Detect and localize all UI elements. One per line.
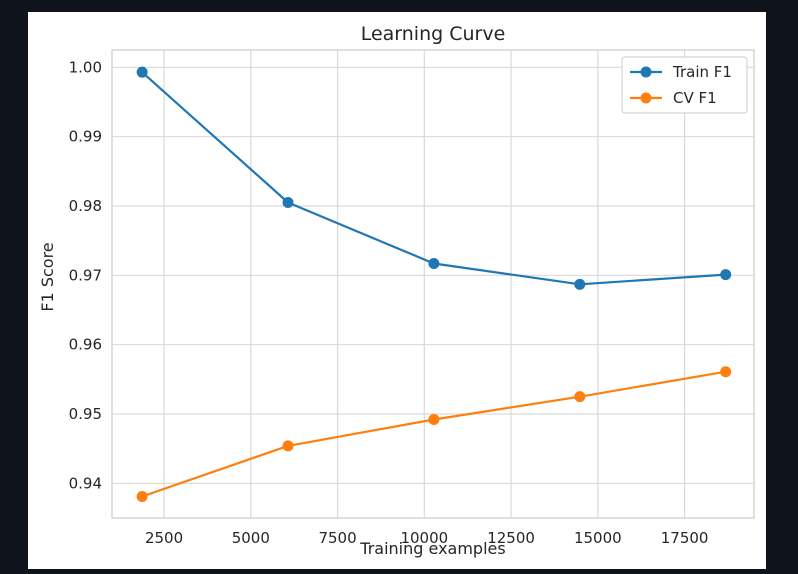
chart-figure: Learning Curve 2500 5000 7500 10000 12500 150… (28, 12, 766, 569)
legend-train-marker (640, 66, 652, 78)
x-tick-label-0: 2500 (145, 529, 183, 547)
y-tick-label-1: 0.95 (69, 405, 102, 423)
plot-area (111, 49, 755, 519)
data-point-train-f1-4 (720, 269, 732, 281)
y-tick-label-5: 0.99 (69, 128, 102, 146)
y-axis-label: F1 Score (38, 242, 57, 311)
x-axis-label: Training examples (359, 539, 505, 558)
data-point-train-f1-3 (574, 278, 586, 290)
x-tick-label-1: 5000 (232, 529, 270, 547)
y-tick-label-3: 0.97 (69, 266, 102, 284)
legend-cv-label: CV F1 (673, 89, 717, 107)
learning-curve-chart: Learning Curve 2500 5000 7500 10000 12500 150… (38, 23, 755, 558)
y-tick-label-0: 0.94 (69, 474, 102, 492)
x-tick-label-6: 17500 (661, 529, 709, 547)
tick-labels: 2500 5000 7500 10000 12500 15000 17500 0.94 0.95… (69, 58, 709, 547)
x-tick-label-3: 10000 (400, 529, 448, 547)
data-point-cv-f1-4 (720, 366, 732, 378)
data-point-cv-f1-0 (136, 491, 148, 503)
data-point-train-f1-0 (136, 66, 148, 78)
x-tick-label-5: 15000 (574, 529, 622, 547)
chart-title: Learning Curve (361, 23, 506, 45)
data-point-train-f1-2 (428, 258, 440, 270)
data-series (136, 66, 732, 503)
y-tick-label-4: 0.98 (69, 197, 102, 215)
legend-cv-marker (640, 92, 652, 104)
data-point-train-f1-1 (282, 197, 294, 209)
legend: Train F1 CV F1 (621, 56, 748, 114)
legend-train-label: Train F1 (672, 63, 732, 81)
data-point-cv-f1-1 (282, 440, 294, 452)
y-tick-label-2: 0.96 (69, 336, 102, 354)
x-tick-label-4: 12500 (487, 529, 535, 547)
data-point-cv-f1-2 (428, 414, 440, 426)
data-point-cv-f1-3 (574, 391, 586, 403)
x-tick-label-2: 7500 (318, 529, 356, 547)
y-tick-label-6: 1.00 (69, 58, 102, 76)
